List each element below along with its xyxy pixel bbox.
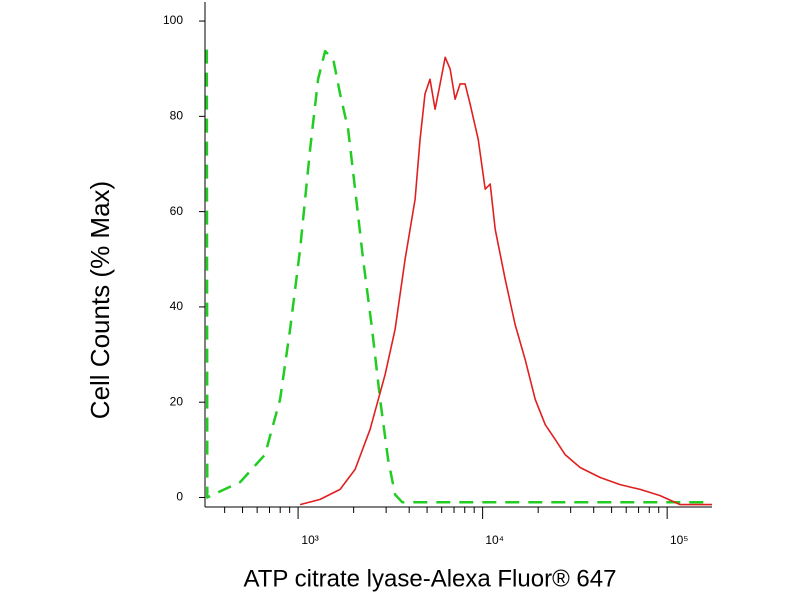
y-tick-label: 40 [170,299,184,313]
x-tick-label: 10⁵ [670,533,688,547]
y-tick-label: 0 [176,490,183,504]
y-tick-label: 80 [170,109,184,123]
y-tick-label: 100 [163,13,183,27]
series-line [205,49,712,504]
y-tick-label: 60 [170,204,184,218]
x-axis-title: ATP citrate lyase-Alexa Fluor® 647 [244,565,617,592]
y-axis-title: Cell Counts (% Max) [85,181,115,419]
series-line [299,56,712,506]
y-tick-label: 20 [170,394,184,408]
x-tick-label: 10³ [301,533,318,547]
x-tick-label: 10⁴ [485,533,504,547]
